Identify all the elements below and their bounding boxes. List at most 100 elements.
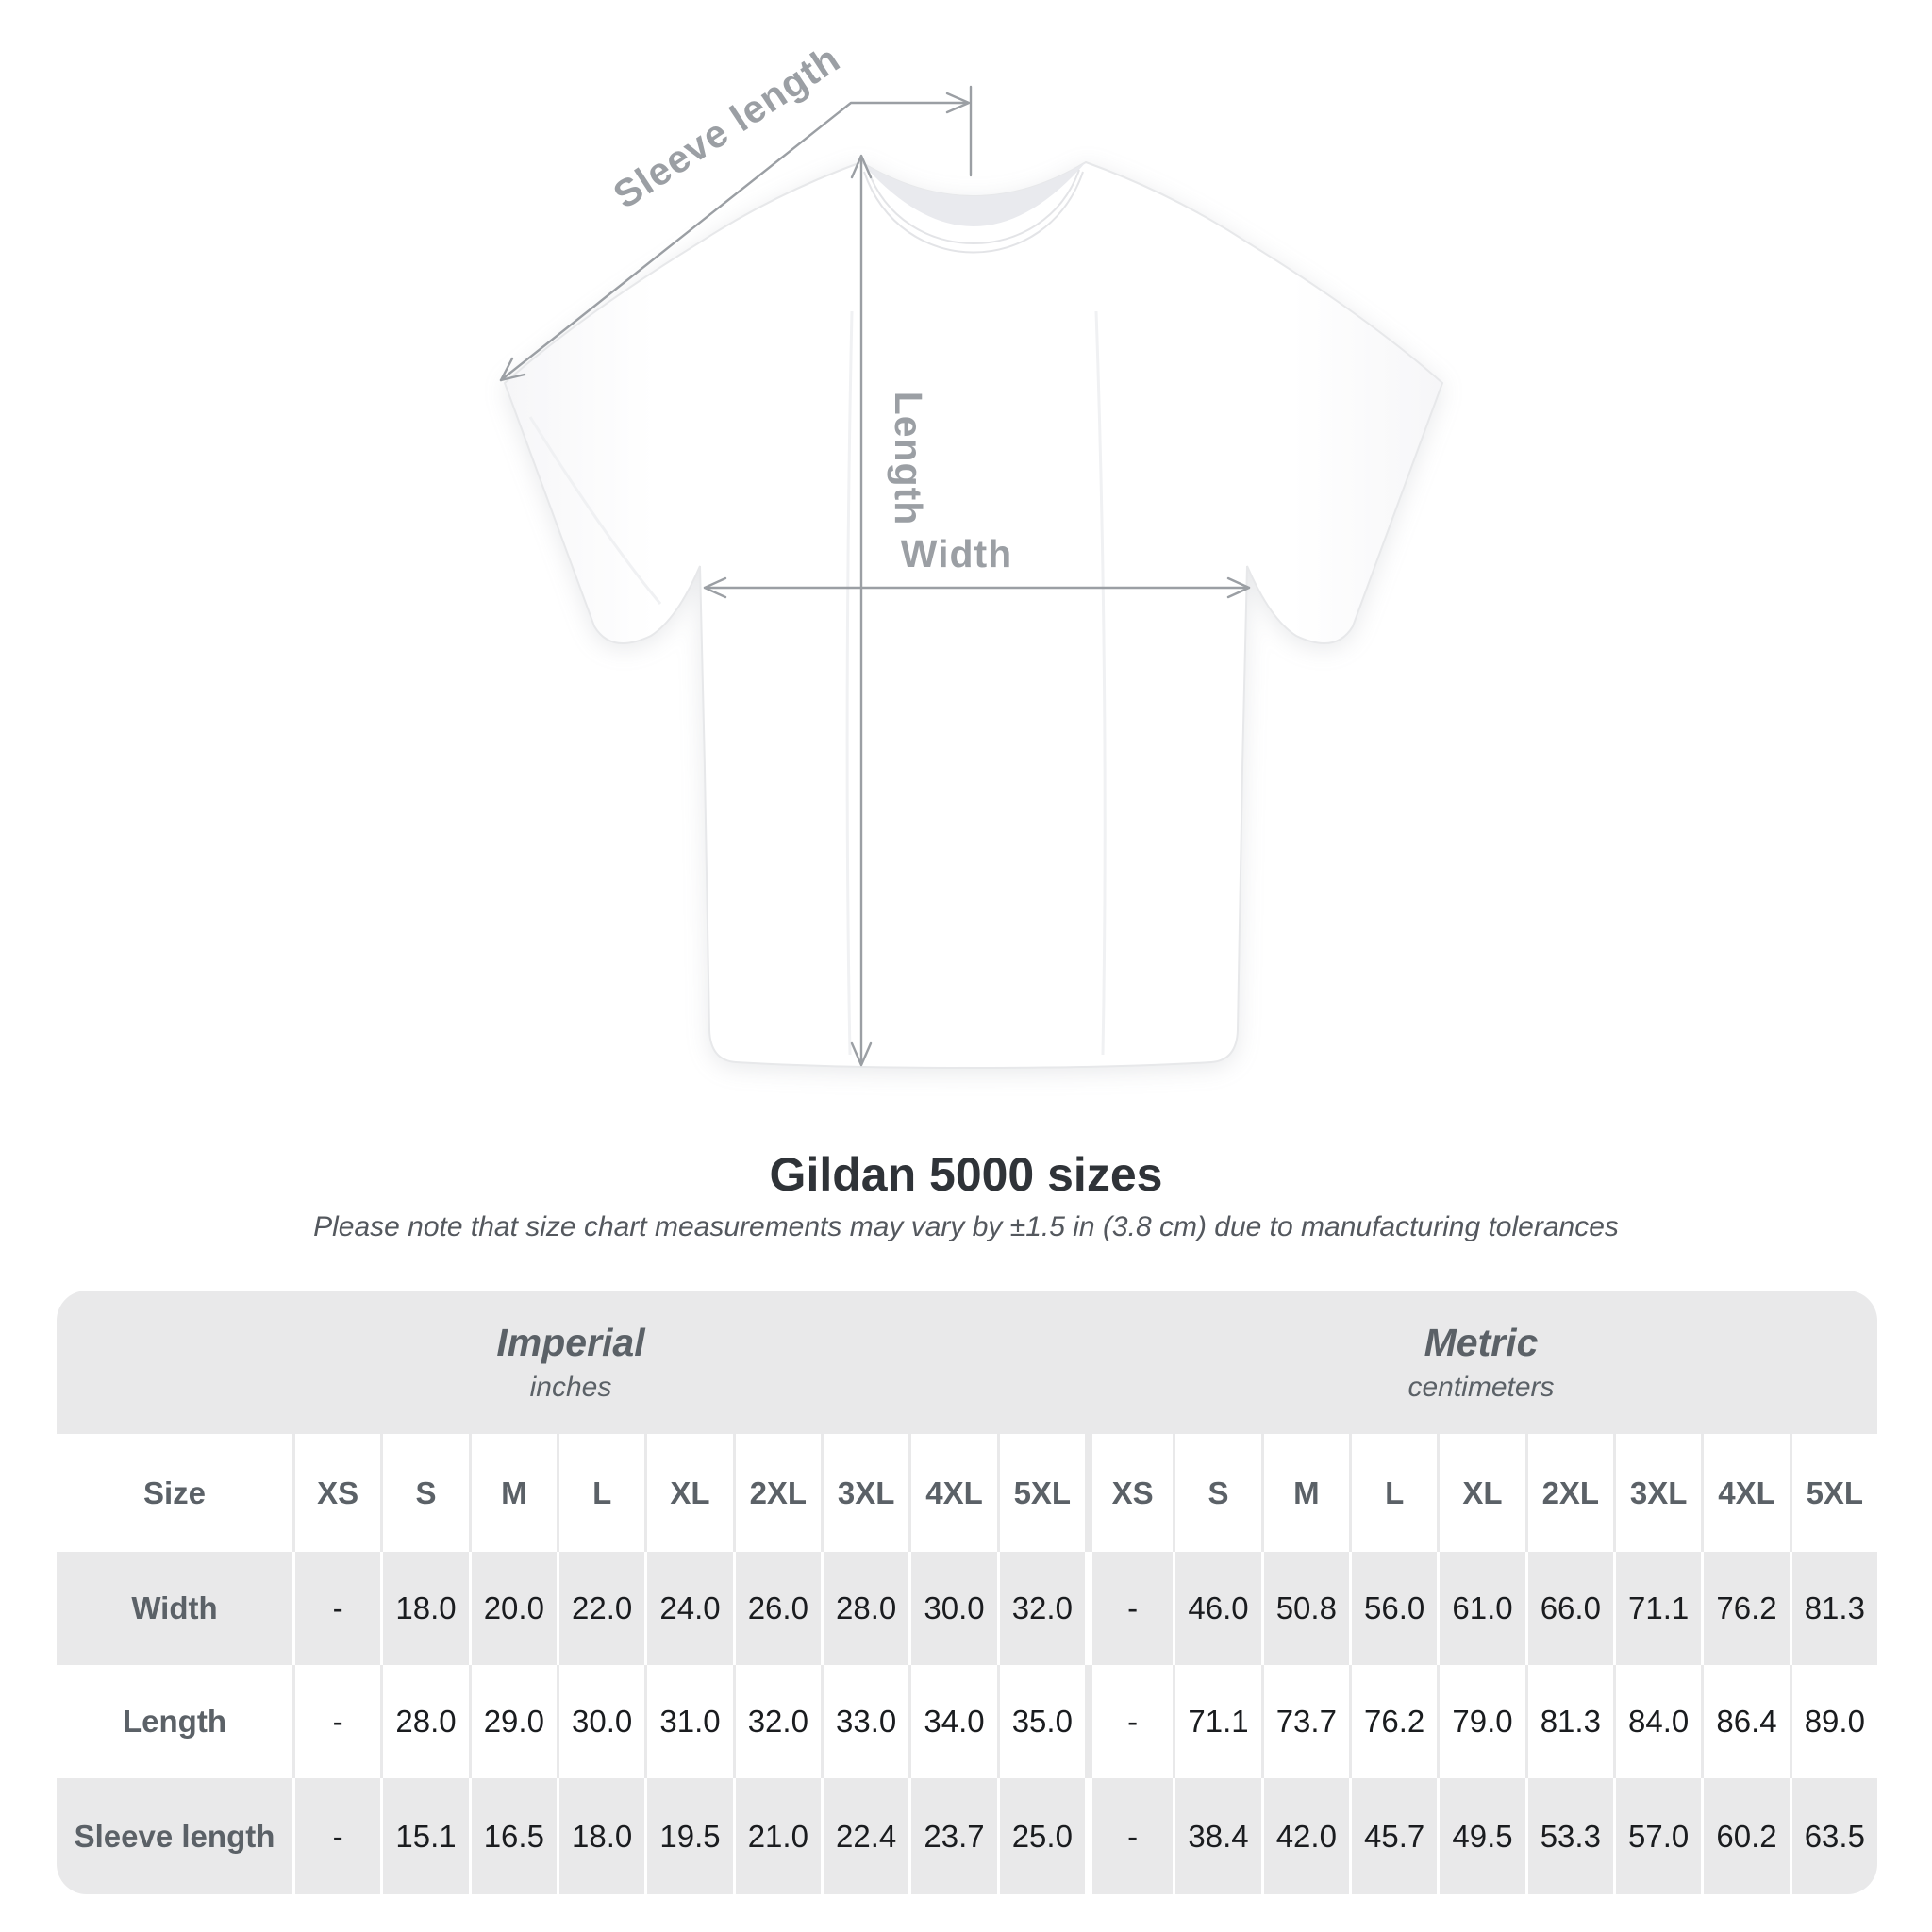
length-label: Length (887, 391, 930, 526)
value-cell: - (292, 1778, 380, 1894)
value-cell: 45.7 (1349, 1778, 1437, 1894)
value-cell: 21.0 (732, 1778, 821, 1894)
arrowhead-icon (703, 576, 727, 599)
fabric-fold (528, 416, 662, 605)
value-cell: 29.0 (468, 1665, 557, 1778)
value-cell: 81.3 (1789, 1552, 1877, 1665)
metric-header: Metric centimeters (1085, 1320, 1877, 1403)
row-label-length: Length (123, 1704, 226, 1739)
value-cell: 35.0 (996, 1665, 1085, 1778)
value-cell: - (292, 1552, 380, 1665)
fabric-fold (1094, 310, 1107, 1056)
value-cell: - (1085, 1665, 1173, 1778)
collar-band-seam (867, 169, 1080, 244)
size-header-imperial-4xl: 4XL (908, 1434, 996, 1552)
sleeve-length-dimension (499, 85, 973, 382)
value-cell: 23.7 (908, 1778, 996, 1894)
value-cell: 18.0 (557, 1778, 644, 1894)
value-cell: 76.2 (1349, 1665, 1437, 1778)
size-header-imperial-s: S (380, 1434, 468, 1552)
value-cell: 50.8 (1260, 1552, 1349, 1665)
value-cell: 20.0 (468, 1552, 557, 1665)
dimension-lines (499, 85, 1251, 1067)
value-cell: 63.5 (1789, 1778, 1877, 1894)
value-cell: 76.2 (1701, 1552, 1789, 1665)
table-row-width: Width -18.0 20.0 22.0 24.0 26.0 28.0 30.0 32.0-… (57, 1552, 1877, 1665)
value-cell: 73.7 (1260, 1665, 1349, 1778)
value-cell: 30.0 (908, 1552, 996, 1665)
row-label-width: Width (131, 1591, 218, 1625)
value-cell: 84.0 (1613, 1665, 1701, 1778)
tshirt-illustration (503, 160, 1444, 1069)
size-header-imperial-m: M (468, 1434, 557, 1552)
imperial-unit: inches (529, 1371, 612, 1403)
length-dimension (850, 154, 873, 1067)
size-header-imperial-5xl: 5XL (996, 1434, 1085, 1552)
value-cell: 89.0 (1789, 1665, 1877, 1778)
page-title: Gildan 5000 sizes (769, 1148, 1163, 1201)
arrowhead-icon (499, 357, 526, 382)
value-cell: - (1085, 1552, 1173, 1665)
size-header-metric-m: M (1260, 1434, 1349, 1552)
value-cell: 24.0 (644, 1552, 732, 1665)
imperial-label: Imperial (496, 1320, 645, 1364)
value-cell: 53.3 (1524, 1778, 1613, 1894)
collar-band-bottom (863, 171, 1084, 254)
value-cell: 25.0 (996, 1778, 1085, 1894)
imperial-header: Imperial inches (57, 1320, 1085, 1403)
arrowhead-icon (850, 1041, 873, 1067)
tolerance-note: Please note that size chart measurements… (313, 1211, 1619, 1242)
value-cell: 28.0 (821, 1552, 908, 1665)
size-header-metric-s: S (1173, 1434, 1260, 1552)
value-cell: 66.0 (1524, 1552, 1613, 1665)
value-cell: 33.0 (821, 1665, 908, 1778)
value-cell: 32.0 (732, 1665, 821, 1778)
value-cell: 71.1 (1173, 1665, 1260, 1778)
arrowhead-icon (1226, 576, 1251, 599)
value-cell: 30.0 (557, 1665, 644, 1778)
value-cell: 46.0 (1173, 1552, 1260, 1665)
value-cell: - (292, 1665, 380, 1778)
value-cell: 71.1 (1613, 1552, 1701, 1665)
value-cell: 32.0 (996, 1552, 1085, 1665)
unit-header-band: Imperial inches Metric centimeters (57, 1291, 1877, 1434)
value-cell: 60.2 (1701, 1778, 1789, 1894)
value-cell: 22.4 (821, 1778, 908, 1894)
table-row-length: Length -28.0 29.0 30.0 31.0 32.0 33.0 34.0 35.0… (57, 1665, 1877, 1778)
size-header-imperial-2xl: 2XL (732, 1434, 821, 1552)
size-header-imperial-xl: XL (644, 1434, 732, 1552)
size-header-row: Size XS S M L XL 2XL 3XL 4XL 5XL XS S M L XL 2XL 3XL 4XL… (57, 1434, 1877, 1552)
value-cell: 38.4 (1173, 1778, 1260, 1894)
metric-unit: centimeters (1407, 1371, 1555, 1403)
value-cell: 86.4 (1701, 1665, 1789, 1778)
width-label: Width (901, 532, 1012, 575)
arrowhead-icon (945, 92, 971, 114)
value-cell: 56.0 (1349, 1552, 1437, 1665)
value-cell: 81.3 (1524, 1665, 1613, 1778)
row-label-sleeve-length: Sleeve length (74, 1818, 275, 1854)
size-header-metric-xl: XL (1437, 1434, 1524, 1552)
collar-inner-shadow (861, 162, 1086, 226)
value-cell: 18.0 (380, 1552, 468, 1665)
value-cell: 61.0 (1437, 1552, 1524, 1665)
value-cell: 31.0 (644, 1665, 732, 1778)
size-header-metric-2xl: 2XL (1524, 1434, 1613, 1552)
value-cell: 26.0 (732, 1552, 821, 1665)
value-cell: 79.0 (1437, 1665, 1524, 1778)
size-header-imperial-l: L (557, 1434, 644, 1552)
value-cell: 42.0 (1260, 1778, 1349, 1894)
size-header-metric-l: L (1349, 1434, 1437, 1552)
arrowhead-icon (850, 154, 873, 179)
tshirt-diagram: Sleeve length Length Width (499, 37, 1444, 1069)
value-cell: 28.0 (380, 1665, 468, 1778)
size-header-metric-4xl: 4XL (1701, 1434, 1789, 1552)
value-cell: 19.5 (644, 1778, 732, 1894)
size-table: Imperial inches Metric centimeters Size … (57, 1291, 1877, 1894)
value-cell: 34.0 (908, 1665, 996, 1778)
value-cell: - (1085, 1778, 1173, 1894)
value-cell: 22.0 (557, 1552, 644, 1665)
metric-label: Metric (1424, 1320, 1539, 1364)
table-row-sleeve-length: Sleeve length -15.1 16.5 18.0 19.5 21.0 22.4 2… (57, 1778, 1877, 1894)
value-cell: 49.5 (1437, 1778, 1524, 1894)
width-dimension (703, 576, 1251, 599)
